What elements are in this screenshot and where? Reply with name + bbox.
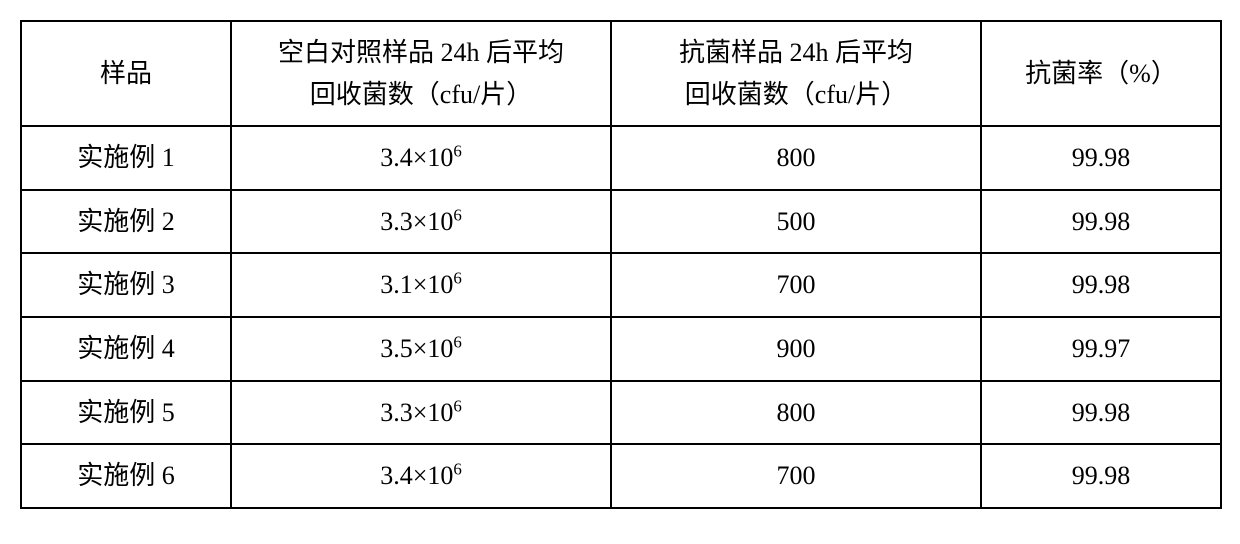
header-text-line1: 抗菌样品 24h 后平均 [679,38,913,67]
cell-anti-cfu: 700 [611,253,981,317]
cell-blank-cfu: 3.1×106 [231,253,611,317]
blank-cfu-exponent: 6 [453,396,461,415]
table-row: 实施例 53.3×10680099.98 [21,381,1221,445]
cell-anti-cfu: 900 [611,317,981,381]
blank-cfu-mantissa: 3.5 [380,334,413,363]
blank-cfu-mantissa: 3.4 [380,461,413,490]
header-text-line2: 回收菌数（cfu/片） [685,80,907,109]
col-header-sample: 样品 [21,21,231,126]
header-text-line2: 回收菌数（cfu/片） [310,80,532,109]
table-body: 实施例 13.4×10680099.98实施例 23.3×10650099.98… [21,126,1221,508]
cell-rate: 99.98 [981,253,1221,317]
header-text-line1: 空白对照样品 24h 后平均 [278,38,564,67]
cell-anti-cfu: 500 [611,190,981,254]
table-header-row: 样品 空白对照样品 24h 后平均 回收菌数（cfu/片） 抗菌样品 24h 后… [21,21,1221,126]
table-row: 实施例 43.5×10690099.97 [21,317,1221,381]
blank-cfu-mantissa: 3.4 [380,143,413,172]
blank-cfu-mantissa: 3.3 [380,207,413,236]
cell-blank-cfu: 3.3×106 [231,190,611,254]
table-row: 实施例 33.1×10670099.98 [21,253,1221,317]
blank-cfu-mantissa: 3.3 [380,398,413,427]
cell-blank-cfu: 3.5×106 [231,317,611,381]
blank-cfu-mantissa: 3.1 [380,270,413,299]
cell-sample: 实施例 3 [21,253,231,317]
table-row: 实施例 63.4×10670099.98 [21,444,1221,508]
cell-rate: 99.98 [981,444,1221,508]
cell-rate: 99.98 [981,381,1221,445]
col-header-blank-cfu: 空白对照样品 24h 后平均 回收菌数（cfu/片） [231,21,611,126]
blank-cfu-exponent: 6 [453,205,461,224]
header-text: 抗菌率（%） [1025,59,1177,88]
cell-anti-cfu: 800 [611,126,981,190]
cell-sample: 实施例 2 [21,190,231,254]
cell-anti-cfu: 700 [611,444,981,508]
blank-cfu-exponent: 6 [453,269,461,288]
blank-cfu-exponent: 6 [453,460,461,479]
col-header-anti-cfu: 抗菌样品 24h 后平均 回收菌数（cfu/片） [611,21,981,126]
col-header-rate: 抗菌率（%） [981,21,1221,126]
cell-anti-cfu: 800 [611,381,981,445]
table-row: 实施例 13.4×10680099.98 [21,126,1221,190]
cell-sample: 实施例 1 [21,126,231,190]
cell-sample: 实施例 5 [21,381,231,445]
blank-cfu-exponent: 6 [453,332,461,351]
cell-rate: 99.98 [981,190,1221,254]
antibacterial-results-table: 样品 空白对照样品 24h 后平均 回收菌数（cfu/片） 抗菌样品 24h 后… [20,20,1222,509]
cell-rate: 99.97 [981,317,1221,381]
cell-blank-cfu: 3.4×106 [231,126,611,190]
table-row: 实施例 23.3×10650099.98 [21,190,1221,254]
cell-blank-cfu: 3.4×106 [231,444,611,508]
cell-rate: 99.98 [981,126,1221,190]
cell-blank-cfu: 3.3×106 [231,381,611,445]
cell-sample: 实施例 4 [21,317,231,381]
blank-cfu-exponent: 6 [453,142,461,161]
header-text: 样品 [100,59,152,88]
cell-sample: 实施例 6 [21,444,231,508]
